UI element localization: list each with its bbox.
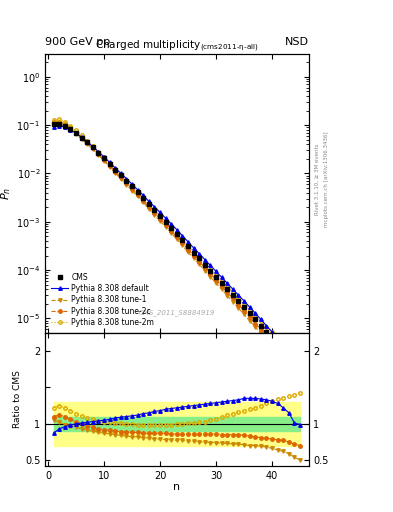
X-axis label: n: n [173, 482, 180, 492]
Text: mcplots.cern.ch [arXiv:1306.3436]: mcplots.cern.ch [arXiv:1306.3436] [324, 132, 329, 227]
Legend: CMS, Pythia 8.308 default, Pythia 8.308 tune-1, Pythia 8.308 tune-2c, Pythia 8.3: CMS, Pythia 8.308 default, Pythia 8.308 … [49, 270, 156, 329]
Y-axis label: $P_n$: $P_n$ [0, 187, 13, 200]
Text: Rivet 3.1.10, ≥ 3M events: Rivet 3.1.10, ≥ 3M events [314, 143, 320, 215]
Text: 900 GeV pp: 900 GeV pp [45, 37, 110, 47]
Text: CMS_2011_S8884919: CMS_2011_S8884919 [139, 309, 215, 316]
Title: Charged multiplicity$\mathregular{_{(cms2011\text{-}\eta\text{-}all)}}$: Charged multiplicity$\mathregular{_{(cms… [95, 38, 259, 54]
Text: NSD: NSD [285, 37, 309, 47]
Y-axis label: Ratio to CMS: Ratio to CMS [13, 371, 22, 429]
